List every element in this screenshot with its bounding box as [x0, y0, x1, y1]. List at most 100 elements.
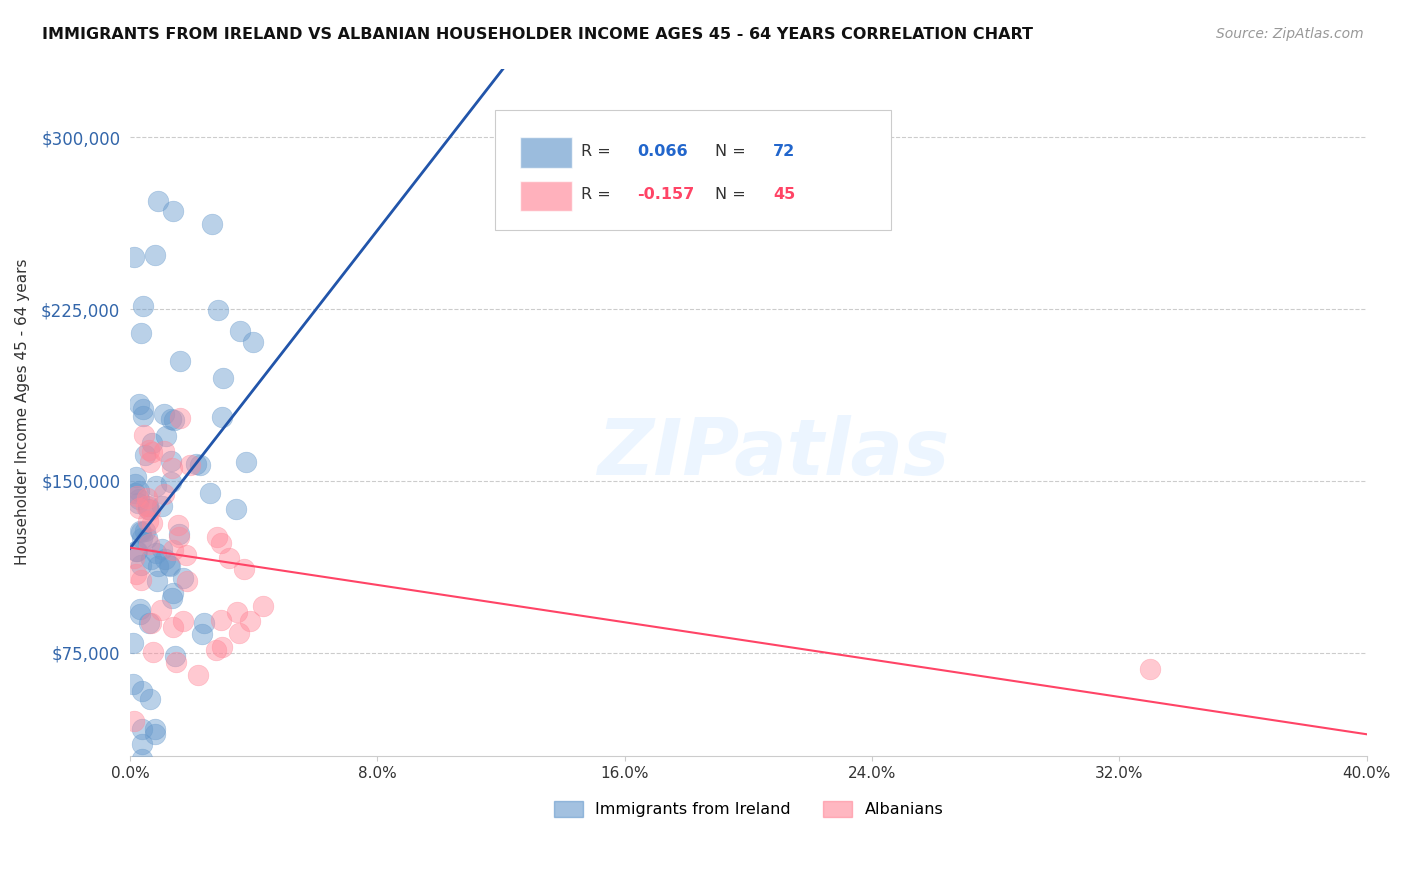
Point: [160, 591, 183, 606]
Point: [225, 502, 247, 516]
Text: IMMIGRANTS FROM IRELAND VS ALBANIAN HOUSEHOLDER INCOME AGES 45 - 64 YEARS CORREL: IMMIGRANTS FROM IRELAND VS ALBANIAN HOUS…: [42, 27, 1033, 42]
Point: [135, 499, 157, 513]
Point: [152, 541, 174, 556]
Point: [184, 457, 207, 471]
Point: [198, 485, 221, 500]
Text: N =: N =: [716, 186, 751, 202]
Point: [128, 492, 150, 507]
Point: [134, 524, 156, 538]
Point: [138, 616, 160, 631]
Point: [229, 324, 252, 338]
Point: [242, 334, 264, 349]
Point: [211, 410, 233, 425]
Point: [159, 558, 181, 573]
Point: [172, 615, 194, 629]
FancyBboxPatch shape: [495, 110, 890, 230]
Point: [139, 692, 162, 706]
Point: [136, 491, 159, 506]
Point: [193, 615, 215, 630]
Point: [228, 626, 250, 640]
Y-axis label: Householder Income Ages 45 - 64 years: Householder Income Ages 45 - 64 years: [15, 259, 30, 566]
Point: [235, 455, 257, 469]
Point: [209, 613, 232, 627]
Point: [160, 475, 183, 490]
Point: [252, 599, 274, 613]
Point: [152, 486, 174, 500]
Point: [128, 483, 150, 498]
Point: [125, 544, 148, 558]
Point: [131, 531, 153, 545]
Point: [165, 655, 187, 669]
Point: [142, 645, 165, 659]
Point: [157, 558, 180, 572]
Point: [232, 562, 254, 576]
Point: [141, 516, 163, 530]
Point: [132, 299, 155, 313]
Point: [169, 411, 191, 425]
Text: 0.066: 0.066: [637, 144, 688, 159]
Point: [150, 500, 173, 514]
Point: [162, 203, 184, 218]
Point: [162, 586, 184, 600]
Point: [134, 448, 156, 462]
Point: [145, 479, 167, 493]
Point: [218, 550, 240, 565]
Point: [174, 548, 197, 562]
Point: [162, 543, 184, 558]
Point: [124, 486, 146, 500]
Point: [122, 714, 145, 728]
Text: ZIPatlas: ZIPatlas: [598, 416, 949, 491]
Point: [146, 559, 169, 574]
Point: [145, 546, 167, 560]
Point: [179, 458, 201, 472]
Point: [169, 527, 191, 541]
Point: [187, 668, 209, 682]
Text: Source: ZipAtlas.com: Source: ZipAtlas.com: [1216, 27, 1364, 41]
FancyBboxPatch shape: [520, 137, 572, 168]
Point: [153, 407, 176, 421]
Point: [128, 397, 150, 411]
Text: 45: 45: [773, 186, 796, 202]
Point: [239, 614, 262, 628]
Point: [125, 566, 148, 581]
Point: [143, 248, 166, 262]
Point: [172, 571, 194, 585]
Point: [207, 303, 229, 318]
Point: [146, 194, 169, 209]
Point: [205, 643, 228, 657]
Point: [128, 524, 150, 538]
Point: [169, 354, 191, 368]
Point: [211, 535, 233, 549]
Point: [143, 722, 166, 736]
Point: [155, 429, 177, 443]
Point: [138, 443, 160, 458]
Point: [211, 371, 233, 385]
Point: [129, 326, 152, 341]
Point: [160, 461, 183, 475]
Point: [163, 648, 186, 663]
Point: [131, 409, 153, 423]
FancyBboxPatch shape: [520, 180, 572, 211]
Text: -0.157: -0.157: [637, 186, 695, 202]
Point: [162, 620, 184, 634]
Point: [160, 453, 183, 467]
Point: [138, 537, 160, 551]
Point: [122, 250, 145, 264]
Text: R =: R =: [582, 186, 616, 202]
Point: [127, 489, 149, 503]
Point: [131, 752, 153, 766]
Point: [136, 532, 159, 546]
Point: [167, 518, 190, 533]
Point: [122, 550, 145, 565]
Point: [141, 445, 163, 459]
Point: [124, 544, 146, 558]
Point: [131, 737, 153, 751]
Point: [134, 427, 156, 442]
Point: [211, 640, 233, 654]
Point: [139, 503, 162, 517]
Point: [160, 412, 183, 426]
Point: [131, 683, 153, 698]
Point: [176, 574, 198, 589]
Point: [129, 558, 152, 572]
Point: [139, 552, 162, 566]
